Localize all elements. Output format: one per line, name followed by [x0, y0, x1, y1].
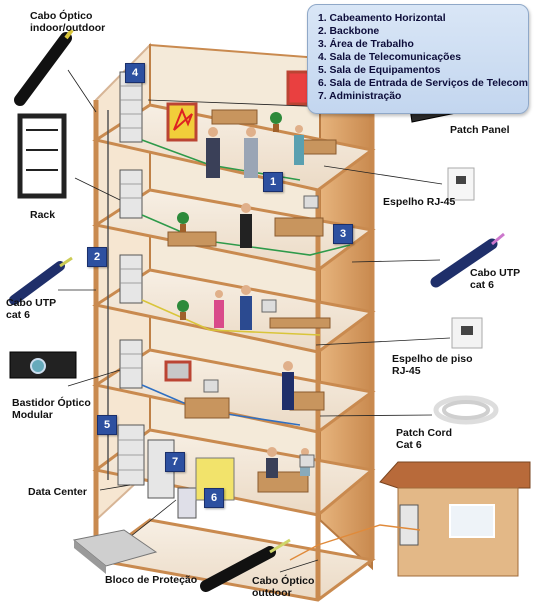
label-espelho-rj45: Espelho RJ-45 — [383, 196, 456, 208]
floor-rj45-outlet-image — [451, 317, 483, 349]
rack-image — [17, 113, 67, 199]
label-bloco-de-protecao: Bloco de Proteção — [105, 574, 198, 586]
optical-cable-outdoor-image — [200, 538, 291, 592]
outbuilding-roof — [379, 461, 531, 489]
outbuilding-window — [449, 504, 495, 538]
label-patch-panel: Patch Panel — [450, 124, 510, 136]
label-patch-cord: Patch Cord Cat 6 — [396, 427, 453, 451]
office-furniture — [167, 109, 337, 493]
label-cabo-optico-indoor-outdoor: Cabo Óptico indoor/outdoor — [30, 10, 106, 34]
outbuilding-rack — [399, 504, 419, 546]
label-cabo-optico-outdoor: Cabo Óptico outdoor — [252, 575, 315, 599]
legend-item-1: 1. Cabeamento Horizontal — [318, 13, 446, 24]
badge-6: 6 — [204, 488, 224, 508]
optical-patch-panel-module-image — [9, 351, 77, 379]
label-cabo-utp-right: Cabo UTP cat 6 — [470, 267, 521, 291]
office-plants — [177, 112, 282, 320]
entrance-panel — [177, 487, 197, 519]
label-data-center: Data Center — [28, 486, 87, 498]
legend-item-7: 7. Administração — [318, 91, 402, 102]
badge-5: 5 — [97, 415, 117, 435]
label-espelho-de-piso: Espelho de piso RJ-45 — [392, 353, 473, 377]
legend-item-6: 6. Sala de Entrada de Serviços de Teleco… — [318, 78, 529, 89]
legend-item-5: 5. Sala de Equipamentos — [318, 65, 441, 76]
label-cabo-utp-left: Cabo UTP cat 6 — [6, 297, 57, 321]
outdoor-cable-run — [289, 524, 421, 561]
badge-2: 2 — [87, 247, 107, 267]
office-people — [206, 125, 310, 478]
utp-cable-left-image — [9, 256, 73, 305]
wall-painting-lower — [164, 360, 192, 382]
badge-3: 3 — [333, 224, 353, 244]
legend-item-2: 2. Backbone — [318, 26, 380, 37]
computers — [203, 195, 319, 468]
label-bastidor-optico: Bastidor Óptico Modular — [12, 397, 91, 421]
legend-item-4: 4. Sala de Telecomunicações — [318, 52, 462, 63]
label-rack: Rack — [30, 209, 56, 221]
utp-cable-right-image — [430, 232, 505, 288]
optical-cable-indoor-outdoor-image — [14, 28, 74, 106]
rj45-faceplate-image — [447, 167, 475, 201]
protection-block-image — [72, 529, 158, 574]
badge-1: 1 — [263, 172, 283, 192]
legend-item-3: 3. Área de Trabalho — [318, 39, 414, 50]
badge-7: 7 — [165, 452, 185, 472]
legend-box: 1. Cabeamento Horizontal 2. Backbone 3. … — [307, 4, 529, 114]
patch-cord-image — [433, 395, 499, 425]
telecom-racks — [117, 71, 175, 499]
badge-4: 4 — [125, 63, 145, 83]
